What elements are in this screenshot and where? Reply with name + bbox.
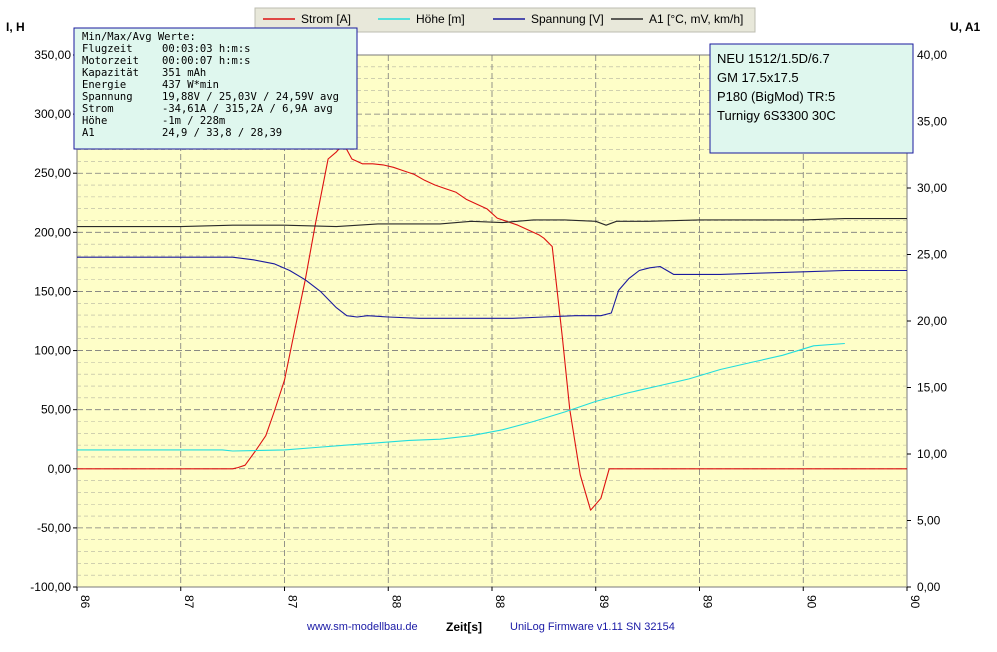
right-tick-label: 30,00 [917,181,947,195]
info-box-frame [709,43,914,154]
stats-value: 24,9 / 33,8 / 28,39 [162,127,282,139]
left-tick-label: 250,00 [34,166,71,180]
firmware-info: UniLog Firmware v1.11 SN 32154 [510,621,675,633]
stats-value: -34,61A / 315,2A / 6,9A avg [162,103,333,115]
series-line-3 [77,218,907,228]
stats-box-frame [73,27,358,150]
right-tick-label: 5,00 [917,514,941,528]
right-tick-label: 0,00 [917,580,941,594]
x-tick-label: 89 [701,595,715,609]
stats-heading: Min/Max/Avg Werte: [82,31,196,43]
stats-label: A1 [82,127,95,139]
left-tick-label: 200,00 [34,225,71,239]
right-tick-label: 15,00 [917,381,947,395]
legend-label: Strom [A] [301,12,351,26]
info-line: GM 17.5x17.5 [717,70,799,85]
right-tick-label: 20,00 [917,314,947,328]
stats-box: Min/Max/Avg Werte: Flugzeit 00:03:03 h:m:… [73,27,358,150]
legend: Strom [A] Höhe [m] Spannung [V] A1 [°C, mV,… [254,7,756,34]
x-tick-label: 89 [597,595,611,609]
left-axis-ticks: 350,00 300,00 250,00 200,00 150,00 100,00 50,0… [30,48,77,594]
x-tick-label: 90 [908,595,922,609]
right-tick-label: 25,00 [917,248,947,262]
left-tick-label: 50,00 [41,403,71,417]
info-box: NEU 1512/1.5D/6.7 GM 17.5x17.5 P180 (BigMo… [709,43,914,154]
stats-label: Spannung [82,91,133,103]
right-tick-label: 10,00 [917,447,947,461]
right-axis-title: U, A1 [950,20,981,34]
info-line: P180 (BigMod) TR:5 [717,89,835,104]
website-link[interactable]: www.sm-modellbau.de [306,621,418,633]
series-line-2 [77,256,907,319]
stats-label: Höhe [82,115,107,127]
info-line: Turnigy 6S3300 30C [717,108,836,123]
right-tick-label: 40,00 [917,48,947,62]
x-tick-label: 87 [182,595,196,609]
right-tick-label: 35,00 [917,115,947,129]
major-gridlines [77,55,907,587]
stats-value: 00:00:07 h:m:s [162,55,251,67]
right-axis-ticks: 40,00 35,00 30,00 25,00 20,00 15,00 10,00 5,00 0… [907,48,947,594]
left-tick-label: 100,00 [34,344,71,358]
legend-label: Höhe [m] [416,12,465,26]
stats-value: 00:03:03 h:m:s [162,43,251,55]
info-line: NEU 1512/1.5D/6.7 [717,51,830,66]
series-line-1 [77,342,845,452]
series-layer [77,143,907,511]
stats-label: Flugzeit [82,43,133,55]
left-tick-label: -50,00 [37,521,71,535]
series-line-0 [77,143,907,511]
x-tick-label: 88 [389,595,403,609]
x-tick-label: 87 [286,595,300,609]
left-tick-label: 150,00 [34,284,71,298]
x-axis-ticks: 86 87 87 88 88 89 89 90 90 [76,587,922,609]
x-tick-label: 86 [78,595,92,609]
stats-label: Energie [82,79,126,91]
legend-label: A1 [°C, mV, km/h] [649,12,743,26]
left-tick-label: 350,00 [34,48,71,62]
stats-label: Motorzeit [82,55,139,67]
left-axis-title: I, H [6,20,25,34]
left-tick-label: -100,00 [30,580,71,594]
left-tick-label: 300,00 [34,107,71,121]
stats-value: -1m / 228m [162,115,225,127]
stats-value: 437 W*min [162,79,219,91]
legend-label: Spannung [V] [531,12,604,26]
stats-value: 19,88V / 25,03V / 24,59V avg [162,91,339,103]
stats-label: Kapazität [82,67,139,79]
stats-value: 351 mAh [162,67,206,79]
x-tick-label: 88 [493,595,507,609]
left-tick-label: 0,00 [48,462,72,476]
x-tick-label: 90 [804,595,818,609]
stats-label: Strom [82,103,114,115]
x-axis-title: Zeit[s] [446,620,482,634]
